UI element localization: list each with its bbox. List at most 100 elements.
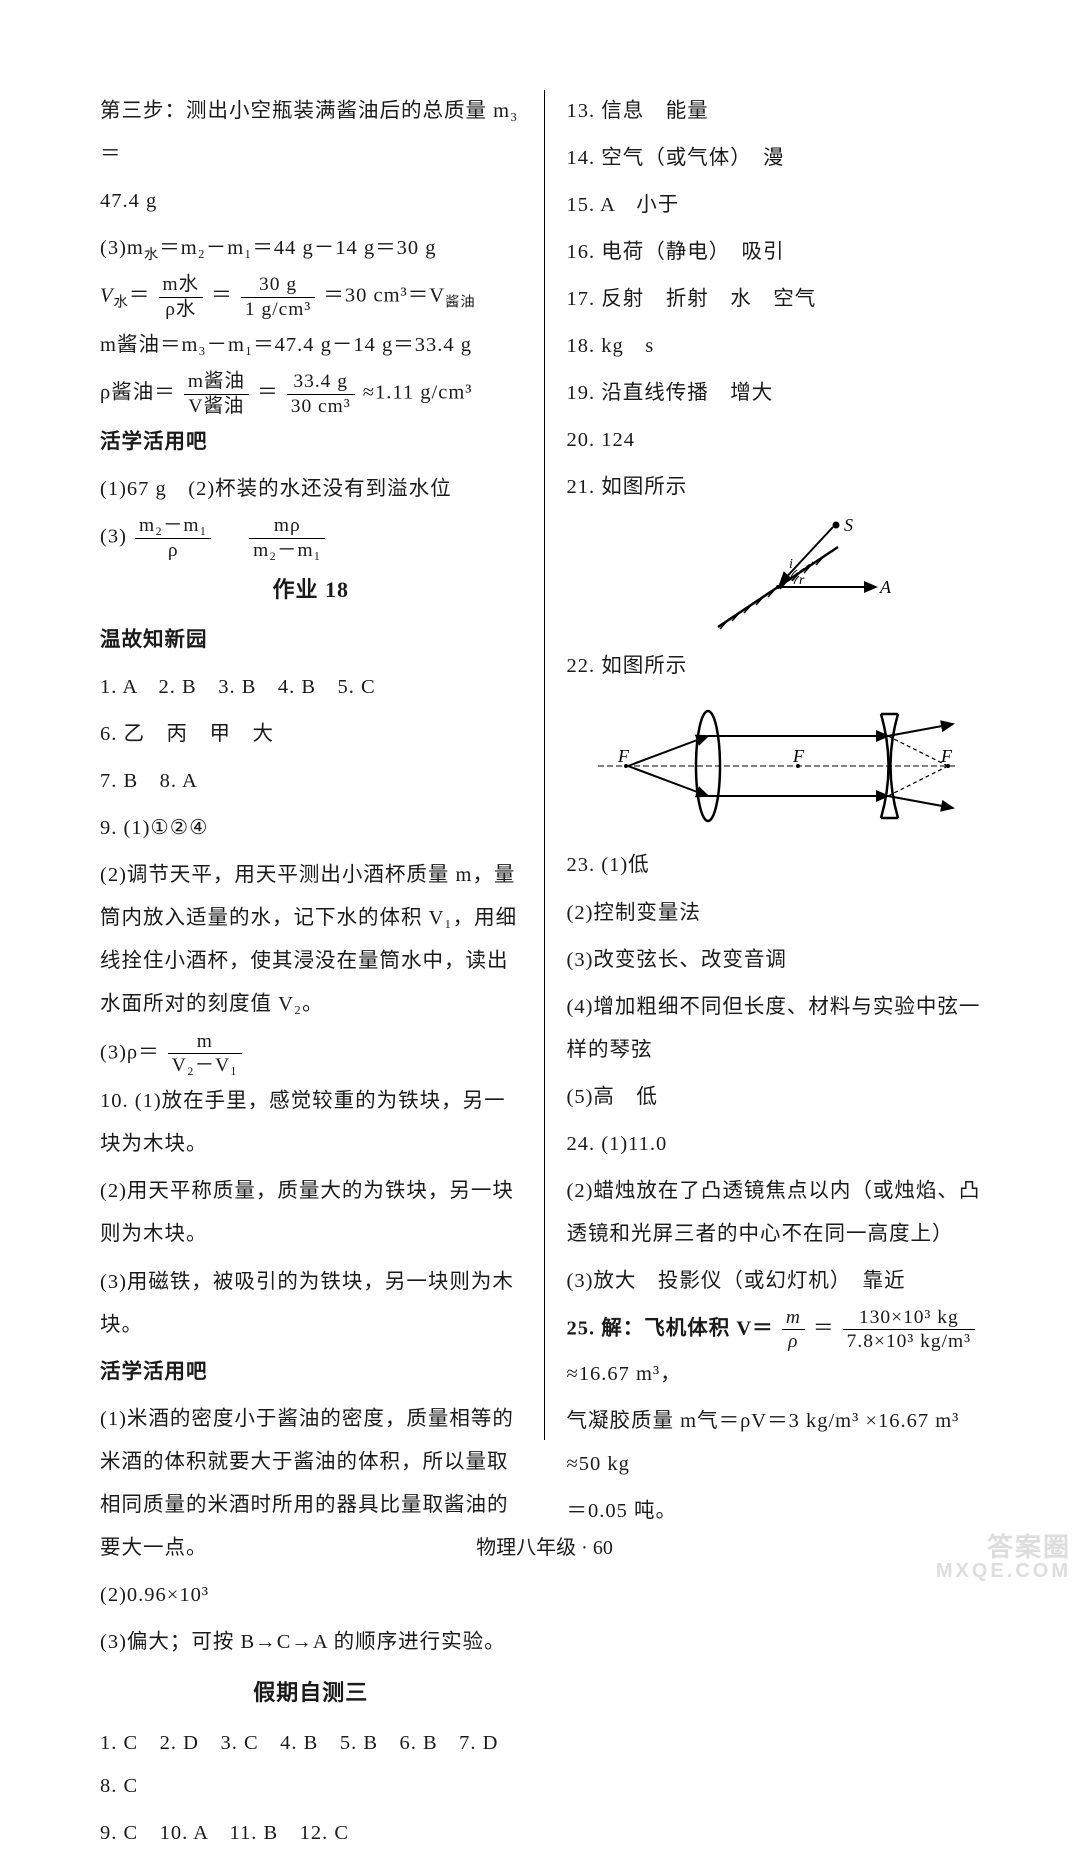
label-i: i xyxy=(789,557,794,572)
spacer xyxy=(220,526,242,548)
denominator: ρ水 xyxy=(159,298,204,320)
text: ＝ xyxy=(129,285,151,307)
q17: 17. 反射 折射 水 空气 xyxy=(567,278,990,321)
answers-row: 9. C 10. A 11. B 12. C xyxy=(100,1812,522,1855)
denominator: 30 cm³ xyxy=(287,395,355,417)
denominator: V₂－V₁ xyxy=(168,1054,242,1076)
q25-line3: ＝0.05 吨。 xyxy=(567,1490,990,1533)
q23-5: (5)高 低 xyxy=(567,1076,990,1119)
label-r: r xyxy=(799,573,805,588)
answers-row: 1. C 2. D 3. C 4. B 5. B 6. B 7. D 8. C xyxy=(100,1722,522,1808)
text: (3)m xyxy=(100,237,144,259)
denominator: 1 g/cm³ xyxy=(241,298,315,320)
fraction: mρm₂－m₁ xyxy=(249,515,325,561)
answer-10-1: 10. (1)放在手里，感觉较重的为铁块，另一块为木块。 xyxy=(100,1080,522,1166)
eq-m-soy: m酱油＝m₃－m₁＝47.4 g－14 g＝33.4 g xyxy=(100,324,522,367)
text: ＝m₂－m₁＝44 g－14 g＝30 g xyxy=(159,237,436,259)
numerator: 130×10³ kg xyxy=(843,1307,975,1330)
fraction: m₂－m₁ρ xyxy=(135,515,211,561)
q22: 22. 如图所示 xyxy=(567,645,990,688)
fraction: m酱油V酱油 xyxy=(184,371,249,417)
subscript: 水 xyxy=(144,247,159,263)
q19: 19. 沿直线传播 增大 xyxy=(567,372,990,415)
subscript: 水 xyxy=(114,295,129,311)
self-test-3-title: 假期自测三 xyxy=(100,1670,522,1716)
q24-3: (3)放大 投影仪（或幻灯机） 靠近 xyxy=(567,1260,990,1303)
text: ≈1.11 g/cm³ xyxy=(363,382,473,404)
watermark-line2: MXQE.COM xyxy=(936,1561,1071,1582)
eq-rho-soy: ρ酱油＝ m酱油V酱油 ＝ 33.4 g30 cm³ ≈1.11 g/cm³ xyxy=(100,371,522,417)
text: ＝ xyxy=(257,382,279,404)
q13: 13. 信息 能量 xyxy=(567,90,990,133)
denominator: ρ xyxy=(135,539,211,561)
answer-1-2: (1)67 g (2)杯装的水还没有到溢水位 xyxy=(100,468,522,511)
q23-3: (3)改变弦长、改变音调 xyxy=(567,939,990,982)
section-heading: 温故知新园 xyxy=(100,619,522,662)
q23-2: (2)控制变量法 xyxy=(567,892,990,935)
q15: 15. A 小于 xyxy=(567,184,990,227)
step3-line1: 第三步：测出小空瓶装满酱油后的总质量 m₃＝ xyxy=(100,90,522,176)
q23-4: (4)增加粗细不同但长度、材料与实验中弦一样的琴弦 xyxy=(567,986,990,1072)
q23-1: 23. (1)低 xyxy=(567,844,990,887)
text: ＝ xyxy=(211,285,233,307)
denominator: ρ xyxy=(782,1330,805,1352)
answers-row: 7. B 8. A xyxy=(100,760,522,803)
denominator: m₂－m₁ xyxy=(249,539,325,561)
q25-line1: 25. 解：飞机体积 V＝ mρ ＝ 130×10³ kg7.8×10³ kg/… xyxy=(567,1307,990,1396)
denominator: V酱油 xyxy=(184,395,249,417)
q24-2: (2)蜡烛放在了凸透镜焦点以内（或烛焰、凸透镜和光屏三者的中心不在同一高度上） xyxy=(567,1170,990,1256)
text: ρ酱油＝ xyxy=(100,382,176,404)
eq-V-water: V水＝ m水ρ水 ＝ 30 g1 g/cm³ ＝30 cm³＝V酱油 xyxy=(100,274,522,320)
fraction: m水ρ水 xyxy=(159,274,204,320)
answers-row: 6. 乙 丙 甲 大 xyxy=(100,713,522,756)
page-footer: 物理八年级 · 60 xyxy=(100,1531,989,1560)
fraction: mV₂－V₁ xyxy=(168,1031,242,1077)
var: V xyxy=(100,285,114,307)
q20: 20. 124 xyxy=(567,419,990,462)
numerator: 30 g xyxy=(241,274,315,297)
subscript: 酱油 xyxy=(445,295,476,311)
q21: 21. 如图所示 xyxy=(567,466,990,509)
fraction: 33.4 g30 cm³ xyxy=(287,371,355,417)
text: 25. 解：飞机体积 V＝ xyxy=(567,1318,774,1340)
step3-line2: 47.4 g xyxy=(100,180,522,223)
label: (3)ρ＝ xyxy=(100,1041,160,1063)
q25-line2: 气凝胶质量 m气＝ρV＝3 kg/m³ ×16.67 m³ ≈50 kg xyxy=(567,1400,990,1486)
figure-21-reflection-diagram: S A i r xyxy=(658,517,898,637)
numerator: m₂－m₁ xyxy=(135,515,211,538)
q24-1: 24. (1)11.0 xyxy=(567,1123,990,1166)
fraction: 30 g1 g/cm³ xyxy=(241,274,315,320)
homework-18-title: 作业 18 xyxy=(100,567,522,613)
denominator: 7.8×10³ kg/m³ xyxy=(843,1330,975,1352)
q16: 16. 电荷（静电） 吸引 xyxy=(567,231,990,274)
answer-10-3: (3)用磁铁，被吸引的为铁块，另一块则为木块。 xyxy=(100,1261,522,1347)
activity-3: (3)偏大；可按 B→C→A 的顺序进行实验。 xyxy=(100,1621,522,1664)
left-column: 第三步：测出小空瓶装满酱油后的总质量 m₃＝ 47.4 g (3)m水＝m₂－m… xyxy=(100,90,545,1440)
numerator: m酱油 xyxy=(184,371,249,394)
numerator: mρ xyxy=(249,515,325,538)
numerator: m xyxy=(168,1031,242,1054)
answers-row: 1. A 2. B 3. B 4. B 5. C xyxy=(100,666,522,709)
numerator: m xyxy=(782,1307,805,1330)
q14: 14. 空气（或气体） 漫 xyxy=(567,137,990,180)
right-column: 13. 信息 能量 14. 空气（或气体） 漫 15. A 小于 16. 电荷（… xyxy=(545,90,990,1440)
label-A: A xyxy=(879,577,892,597)
label: (3) xyxy=(100,526,127,548)
two-column-layout: 第三步：测出小空瓶装满酱油后的总质量 m₃＝ 47.4 g (3)m水＝m₂－m… xyxy=(100,90,989,1440)
answer-10-2: (2)用天平称质量，质量大的为铁块，另一块则为木块。 xyxy=(100,1170,522,1256)
activity-2: (2)0.96×10³ xyxy=(100,1574,522,1617)
q18: 18. kg s xyxy=(567,325,990,368)
numerator: 33.4 g xyxy=(287,371,355,394)
label-F1: F xyxy=(617,746,630,766)
label-F3: F xyxy=(940,746,953,766)
answer-3: (3) m₂－m₁ρ mρm₂－m₁ xyxy=(100,515,522,561)
section-heading: 活学活用吧 xyxy=(100,421,522,464)
section-heading: 活学活用吧 xyxy=(100,1351,522,1394)
label-F2: F xyxy=(792,746,805,766)
watermark: 答案圈 MXQE.COM xyxy=(936,1534,1071,1582)
text: ＝30 cm³＝V xyxy=(323,285,445,307)
text: ≈16.67 m³， xyxy=(567,1363,682,1385)
eq-m-water: (3)m水＝m₂－m₁＝44 g－14 g＝30 g xyxy=(100,227,522,270)
label-S: S xyxy=(844,517,854,535)
answer-9-3: (3)ρ＝ mV₂－V₁ xyxy=(100,1031,522,1077)
